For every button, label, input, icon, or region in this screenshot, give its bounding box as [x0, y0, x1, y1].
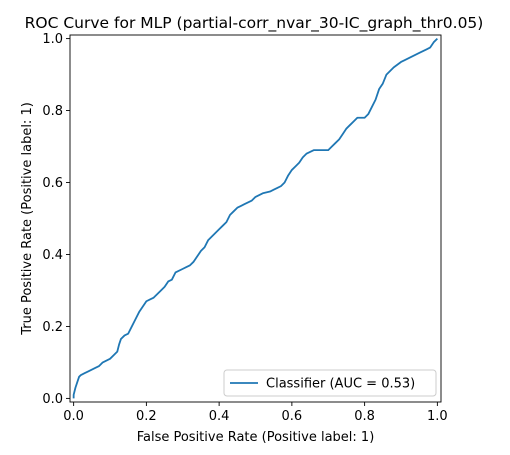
y-tick-label: 0.6 [42, 176, 63, 191]
y-tick-label: 0.0 [42, 392, 63, 407]
roc-curve-line [72, 37, 438, 399]
x-tick-label: 0.0 [63, 409, 84, 424]
plot-frame [69, 34, 442, 403]
y-tick-label: 0.8 [42, 104, 63, 119]
y-tick-label: 1.0 [42, 32, 63, 47]
x-tick-label: 0.2 [136, 409, 157, 424]
y-axis-label: True Positive Rate (Positive label: 1) [20, 102, 35, 336]
x-tick-label: 0.4 [209, 409, 230, 424]
legend: Classifier (AUC = 0.53) [223, 369, 437, 397]
chart-title: ROC Curve for MLP (partial-corr_nvar_30-… [25, 14, 484, 33]
x-axis-label: False Positive Rate (Positive label: 1) [137, 430, 375, 445]
y-tick-label: 0.4 [42, 248, 63, 263]
axis-ticks: 0.0 0.2 0.4 0.6 0.8 1.0 0.0 0.2 0.4 0.6 0.8 1.0 [42, 32, 447, 424]
x-tick-label: 0.6 [282, 409, 303, 424]
y-tick-label: 0.2 [42, 320, 63, 335]
legend-box [223, 369, 437, 397]
plot-area [72, 37, 438, 399]
x-tick-label: 1.0 [427, 409, 448, 424]
x-tick-label: 0.8 [354, 409, 375, 424]
legend-entry-classifier: Classifier (AUC = 0.53) [266, 377, 415, 392]
